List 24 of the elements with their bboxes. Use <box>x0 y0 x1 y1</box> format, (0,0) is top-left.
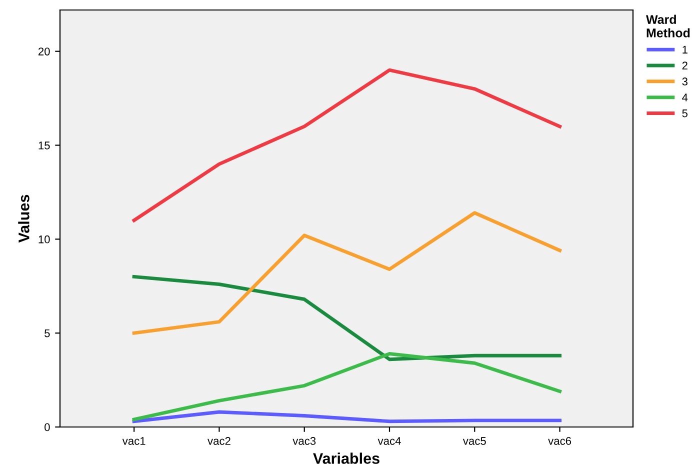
line-series <box>132 211 562 335</box>
legend-label: 2 <box>682 62 688 70</box>
x-axis-title: Variables <box>313 452 380 464</box>
y-tick-label: 0 <box>44 423 50 432</box>
x-tick-label: vac3 <box>292 437 316 445</box>
y-tick-label: 5 <box>44 329 50 338</box>
x-tick-label: vac2 <box>208 437 230 445</box>
legend-title: Ward Method <box>646 14 690 38</box>
y-tick-label: 10 <box>38 235 50 244</box>
line-series <box>132 352 562 422</box>
y-tick-label: 20 <box>38 48 50 56</box>
x-tick-label: vac1 <box>122 437 146 445</box>
legend-label: 4 <box>682 94 688 102</box>
line-series <box>132 68 562 222</box>
line-series <box>132 410 562 424</box>
x-tick-label: vac5 <box>462 437 486 445</box>
x-tick-label: vac4 <box>378 437 401 445</box>
y-axis-title: Values <box>18 194 30 243</box>
legend-label: 3 <box>682 78 688 86</box>
y-tick-label: 15 <box>38 142 50 150</box>
legend-label: 5 <box>682 109 688 118</box>
x-tick-label: vac6 <box>548 437 572 445</box>
legend-label: 1 <box>682 46 688 54</box>
line-series <box>132 274 562 362</box>
